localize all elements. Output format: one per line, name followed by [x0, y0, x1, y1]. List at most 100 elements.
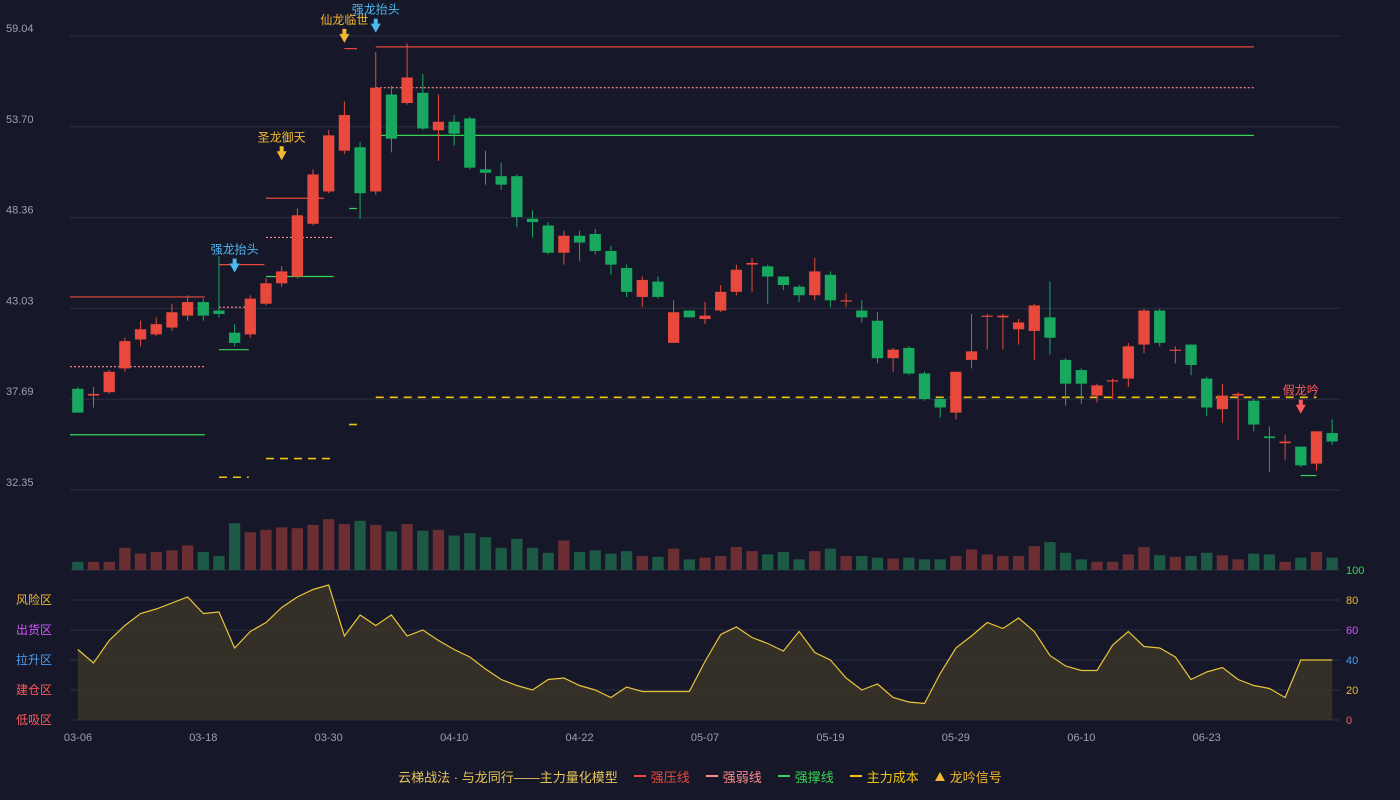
volume-bar [87, 561, 100, 570]
candle-body [291, 215, 303, 277]
candle-body [1279, 441, 1291, 444]
oscillator-zone-label: 风险区 [16, 592, 52, 607]
candle-body [1216, 395, 1229, 410]
volume-bar [370, 524, 382, 570]
volume-bar [809, 551, 821, 570]
volume-bar [667, 548, 680, 570]
candle-body [370, 87, 382, 192]
candle-body [1044, 317, 1056, 338]
volume-bar [260, 529, 272, 570]
price-tick-label: 37.69 [6, 386, 34, 398]
candle-body [323, 135, 335, 192]
legend-item-dragon-signal: 龙吟信号 [934, 767, 1002, 786]
volume-bar [526, 547, 539, 570]
chart-footer-legend: 云梯战法 · 与龙同行——主力量化模型 强压线 强弱线 强撑线 主力成本 龙吟信… [0, 762, 1400, 790]
candle-body [385, 94, 398, 139]
volume-bar [730, 547, 743, 570]
oscillator-zone-label: 拉升区 [16, 652, 52, 667]
legend-label: 强压线 [650, 769, 690, 785]
signal-label: 假龙吟 [1283, 383, 1319, 398]
volume-bar [542, 552, 554, 570]
oscillator-zone-label: 建仓区 [16, 683, 52, 697]
volume-bar [636, 556, 648, 570]
price-tick-label: 32.35 [6, 477, 34, 489]
candle-body [746, 262, 758, 265]
legend-item-resist-line: 强压线 [633, 767, 690, 786]
volume-bar [1232, 559, 1244, 570]
volume-bar [1075, 559, 1087, 570]
candle-body [1169, 349, 1182, 351]
candle-body [793, 286, 805, 296]
volume-bar [683, 559, 695, 570]
candle-body [542, 225, 554, 253]
volume-bar [354, 520, 366, 570]
support-line-swatch [777, 775, 790, 777]
candle-body [464, 118, 476, 168]
candle-body [1263, 436, 1276, 439]
volume-bar [840, 556, 852, 570]
legend-label: 强弱线 [722, 769, 762, 785]
volume-bar [746, 551, 758, 570]
volume-bar [856, 556, 868, 570]
legend-item-weak-line: 强弱线 [705, 767, 762, 786]
volume-bar [1012, 556, 1025, 570]
volume-bar [1201, 552, 1213, 570]
candle-body [479, 169, 492, 173]
volume-bar [1154, 555, 1166, 570]
volume-bar [166, 550, 178, 570]
candle-body [903, 347, 915, 374]
candle-body [730, 269, 743, 292]
candle-body [1232, 393, 1244, 396]
candle-body [934, 398, 946, 408]
candle-body [1326, 433, 1338, 442]
candle-body [307, 174, 319, 224]
volume-bar [1028, 546, 1040, 570]
legend-item-support-line: 强撑线 [777, 767, 834, 786]
volume-bar [871, 557, 884, 570]
candle-body [432, 121, 445, 131]
x-tick-label: 06-23 [1193, 732, 1221, 744]
candle-body [997, 315, 1009, 318]
volume-bar [119, 547, 131, 570]
volume-bar [793, 559, 805, 570]
candle-body [260, 283, 272, 304]
volume-bar [401, 524, 413, 570]
candle-body [197, 302, 209, 316]
candle-body [134, 329, 147, 340]
signal-arrow-icon [276, 151, 287, 161]
signal-label: 强龙抬头 [352, 3, 400, 17]
candle-body [809, 271, 821, 296]
x-tick-label: 04-22 [565, 732, 593, 744]
candle-body [1028, 305, 1040, 331]
volume-bar [448, 535, 460, 570]
volume-bar [291, 528, 303, 570]
volume-bar [950, 556, 962, 570]
oscillator-zone-label: 出货区 [16, 622, 52, 637]
candle-body [276, 271, 288, 284]
signal-arrow-stem [279, 146, 284, 153]
candle-body [981, 315, 993, 317]
volume-bar [981, 554, 993, 570]
candle-body [103, 371, 115, 393]
volume-bar [699, 557, 711, 570]
candle-body [715, 291, 727, 311]
candle-body [338, 114, 351, 151]
model-title: 云梯战法 · 与龙同行——主力量化模型 [398, 769, 618, 785]
candle-body [166, 312, 178, 328]
price-tick-label: 59.04 [6, 23, 34, 35]
volume-bar [997, 556, 1009, 570]
volume-bar [1326, 557, 1338, 570]
signal-label: 仙龙临世 [320, 13, 368, 27]
candle-body [87, 393, 100, 396]
weak-line-swatch [705, 775, 718, 777]
signal-arrow-stem [342, 28, 347, 35]
candle-body [950, 371, 962, 413]
candle-body [1201, 378, 1213, 408]
volume-bar [213, 556, 225, 570]
candle-body [119, 341, 131, 369]
volume-bar [777, 551, 790, 570]
oscillator-tick-label: 0 [1346, 715, 1352, 727]
candle-body [573, 235, 586, 243]
volume-bar [385, 531, 398, 570]
signal-arrow-stem [232, 258, 237, 265]
